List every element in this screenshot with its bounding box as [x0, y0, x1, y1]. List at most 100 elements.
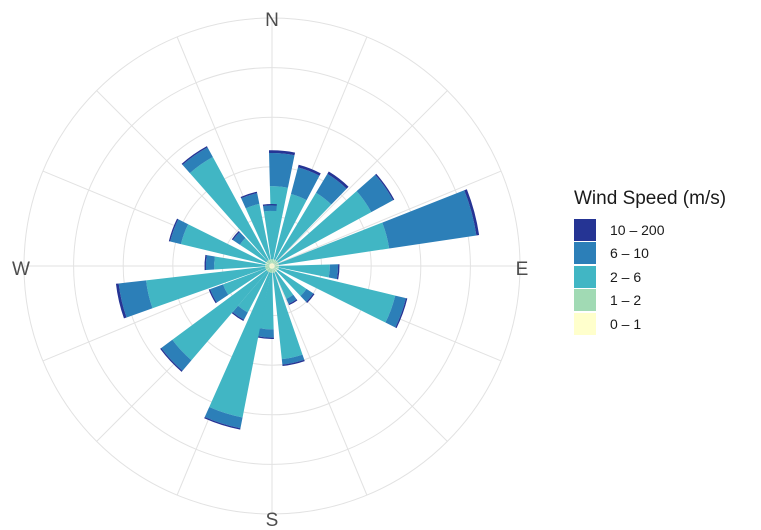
rose-segment-16-bin-3 — [205, 255, 215, 271]
rose-segment-4-bin-0 — [272, 264, 275, 266]
rose-segment-7-bin-1 — [273, 267, 278, 271]
wind-rose-chart: N E S W — [12, 10, 529, 530]
rose-segment-14-bin-0 — [269, 266, 272, 268]
rose-segment-19-bin-0 — [270, 263, 272, 266]
rose-segment-16-bin-2 — [214, 256, 266, 270]
rose-segment-13-bin-2 — [172, 270, 268, 361]
rose-segment-8-bin-1 — [273, 268, 277, 273]
rose-segment-21-bin-0 — [271, 263, 273, 266]
legend-swatch — [574, 265, 596, 288]
rose-segment-6-bin-3 — [385, 295, 406, 328]
legend-swatch — [574, 218, 596, 241]
rose-segment-12-bin-4 — [231, 312, 245, 321]
rose-segment-15-bin-4 — [115, 283, 127, 319]
rose-segment-5-bin-2 — [278, 264, 330, 278]
rose-segment-16-bin-1 — [265, 264, 270, 267]
rose-segment-13-bin-4 — [160, 347, 183, 372]
legend-item: 1 – 2 — [574, 289, 726, 313]
compass-label-east: E — [516, 259, 529, 280]
rose-segment-3-bin-2 — [277, 191, 372, 263]
rose-segment-5-bin-1 — [274, 265, 279, 268]
legend: Wind Speed (m/s) 10 – 200 6 – 10 2 – 6 1 – … — [574, 188, 726, 336]
rose-segment-7-bin-2 — [276, 269, 307, 296]
rose-segment-17-bin-3 — [170, 219, 189, 245]
rose-segment-10-bin-3 — [257, 328, 274, 338]
rose-segment-8-bin-3 — [286, 294, 297, 304]
rose-segment-20-bin-2 — [245, 203, 271, 260]
rose-segment-21-bin-2 — [263, 210, 277, 260]
rose-segment-15-bin-0 — [269, 266, 272, 267]
rose-segment-18-bin-3 — [232, 232, 246, 245]
legend-label: 1 – 2 — [610, 292, 642, 309]
rose-segment-5-bin-3 — [328, 264, 339, 280]
grid-spoke-ENE — [271, 170, 502, 267]
rose-segment-18-bin-0 — [269, 264, 272, 266]
rose-segment-2-bin-0 — [272, 263, 274, 266]
rose-segment-17-bin-2 — [180, 224, 266, 265]
rose-segment-4-bin-4 — [464, 189, 480, 236]
rose-segment-8-bin-4 — [288, 299, 298, 306]
rose-segment-11-bin-3 — [204, 406, 243, 429]
rose-segment-10-bin-4 — [257, 336, 274, 340]
rose-segment-11-bin-0 — [270, 266, 272, 269]
rose-segment-7-bin-4 — [306, 293, 315, 303]
rose-segment-10-bin-0 — [271, 266, 273, 269]
rose-segment-21-bin-3 — [263, 205, 277, 212]
rose-segment-14-bin-2 — [222, 268, 267, 295]
rose-segment-3-bin-0 — [272, 264, 275, 266]
rose-segment-4-bin-1 — [274, 263, 279, 266]
compass-label-north: N — [265, 10, 279, 31]
rose-segment-14-bin-1 — [265, 266, 270, 270]
rose-segment-18-bin-4 — [231, 231, 240, 241]
rose-segment-6-bin-2 — [278, 267, 396, 323]
rose-segment-11-bin-1 — [269, 268, 272, 273]
legend-items: 10 – 200 6 – 10 2 – 6 1 – 2 0 – 1 — [574, 218, 726, 336]
rose-segment-2-bin-4 — [327, 171, 349, 189]
rose-segment-1-bin-2 — [273, 194, 307, 260]
legend-swatch — [574, 312, 596, 335]
rose-segment-16-bin-4 — [204, 254, 207, 271]
rose-segment-11-bin-2 — [209, 272, 271, 418]
rose-segment-8-bin-0 — [272, 266, 274, 269]
rose-segment-12-bin-2 — [237, 271, 269, 313]
wind-rose-bars — [115, 146, 480, 430]
rose-segment-21-bin-1 — [270, 259, 273, 264]
legend-swatch — [574, 242, 596, 265]
rose-segment-10-bin-1 — [270, 268, 273, 273]
rose-segment-1-bin-0 — [272, 263, 274, 266]
grid-spoke-SSE — [271, 265, 368, 496]
rose-segment-2-bin-1 — [273, 260, 277, 265]
rose-segment-19-bin-1 — [267, 259, 271, 264]
rose-segment-7-bin-3 — [300, 288, 314, 302]
rose-segment-9-bin-3 — [281, 354, 305, 365]
rose-segment-1-bin-4 — [297, 164, 321, 176]
rose-segment-8-bin-2 — [274, 271, 294, 299]
rose-segment-4-bin-3 — [382, 190, 477, 249]
rose-segment-15-bin-1 — [265, 266, 270, 269]
rose-segment-11-bin-4 — [204, 417, 241, 430]
legend-item: 2 – 6 — [574, 265, 726, 289]
rose-segment-13-bin-3 — [161, 339, 192, 371]
rose-segment-14-bin-4 — [208, 289, 217, 304]
rose-segment-15-bin-3 — [118, 280, 153, 318]
rose-segment-18-bin-1 — [266, 261, 271, 265]
rose-segment-9-bin-2 — [272, 272, 303, 360]
legend-swatch — [574, 289, 596, 312]
rose-segment-20-bin-3 — [241, 193, 260, 209]
compass-label-west: W — [12, 259, 30, 280]
rose-segment-13-bin-1 — [266, 267, 271, 272]
rose-segment-9-bin-1 — [272, 268, 275, 273]
legend-label: 10 – 200 — [610, 221, 665, 238]
rose-segment-19-bin-3 — [182, 147, 213, 174]
legend-title: Wind Speed (m/s) — [574, 188, 727, 209]
rose-segment-6-bin-0 — [272, 266, 275, 268]
rose-segment-10-bin-2 — [259, 272, 274, 330]
rose-segment-9-bin-0 — [272, 266, 273, 269]
rose-segment-5-bin-0 — [272, 265, 275, 267]
rose-segment-1-bin-1 — [272, 259, 276, 264]
rose-segment-7-bin-0 — [272, 266, 275, 268]
rose-segment-0-bin-3 — [269, 153, 295, 188]
rose-segment-20-bin-4 — [240, 191, 258, 199]
rose-segment-3-bin-1 — [274, 261, 279, 265]
rose-segment-20-bin-1 — [269, 259, 272, 264]
